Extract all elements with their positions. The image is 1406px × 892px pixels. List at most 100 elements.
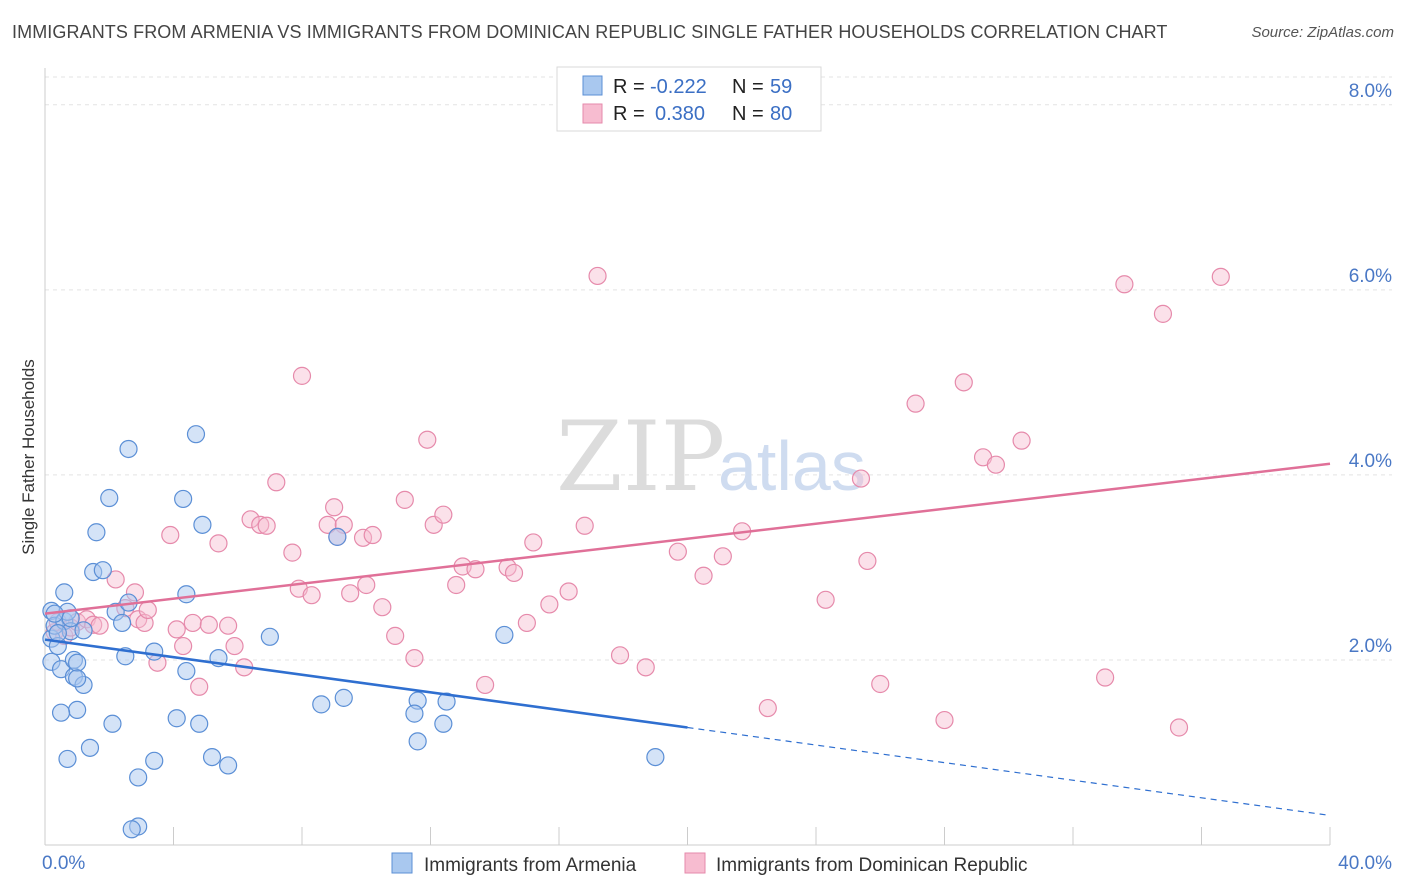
dominican-point: [373, 598, 392, 617]
armenia-point: [177, 585, 196, 604]
trend-lines: [44, 462, 1331, 816]
dominican-point: [292, 366, 312, 385]
armenia-point: [193, 515, 212, 534]
dominican-point: [167, 620, 186, 639]
dominican-point: [1096, 668, 1115, 687]
dominican-point: [1211, 267, 1230, 286]
dominican-point: [858, 551, 877, 571]
dominican-point: [540, 595, 559, 614]
dominican-point: [504, 563, 524, 583]
dominican-point: [851, 469, 871, 488]
armenia-point: [177, 661, 196, 681]
armenia-point: [129, 768, 148, 787]
dominican-point: [986, 455, 1006, 474]
armenia-point: [646, 747, 665, 767]
dominican-point: [174, 636, 193, 656]
dominican-point: [395, 490, 414, 509]
armenia-point: [58, 749, 77, 769]
armenia-trend-line: [44, 638, 688, 729]
armenia-point: [174, 489, 193, 509]
dominican-point: [559, 582, 578, 601]
armenia-point: [328, 527, 347, 546]
dominican-point: [267, 473, 286, 492]
dominican-point: [405, 648, 424, 668]
source-label: Source: ZipAtlas.com: [1251, 24, 1394, 41]
dominican-point: [434, 505, 453, 524]
armenia-r-label: R =: [613, 76, 645, 98]
armenia-point: [93, 561, 112, 580]
armenia-point: [103, 714, 122, 733]
watermark: ZIP atlas: [556, 401, 866, 513]
dominican-point: [694, 566, 713, 585]
armenia-point: [260, 627, 279, 646]
dominican-point: [183, 613, 202, 633]
armenia-point: [408, 732, 427, 751]
dominican-n-label: N =: [732, 103, 764, 125]
y-axis-title-group: Single Father Households: [19, 359, 38, 555]
dominican-point: [418, 430, 437, 449]
dominican-point: [199, 615, 218, 634]
armenia-point: [190, 714, 209, 733]
grid-lines: 2.0% 4.0% 6.0% 8.0%: [45, 76, 1392, 661]
armenia-points: [42, 425, 665, 839]
dominican-point: [225, 636, 244, 656]
armenia-point: [167, 709, 186, 728]
dominican-bottom-label: Immigrants from Dominican Republic: [716, 855, 1028, 876]
armenia-point: [112, 613, 132, 633]
armenia-point: [48, 624, 67, 643]
dominican-point: [106, 570, 125, 589]
y-tick-label: 6.0%: [1349, 266, 1392, 287]
dominican-point: [1115, 275, 1134, 294]
armenia-point: [119, 439, 138, 459]
armenia-point: [122, 820, 141, 839]
armenia-point: [186, 425, 206, 444]
armenia-point: [68, 653, 87, 672]
dominican-point: [935, 710, 954, 730]
armenia-point: [100, 488, 119, 508]
dominican-point: [241, 510, 260, 529]
armenia-point: [145, 642, 164, 661]
dominican-point: [1153, 304, 1173, 323]
dominican-point: [341, 584, 360, 603]
dominican-point: [575, 516, 594, 535]
armenia-n-value: 59: [770, 76, 792, 98]
dominican-point: [636, 658, 655, 677]
armenia-point: [434, 714, 453, 733]
dominican-point: [283, 543, 302, 562]
dominican-point: [257, 516, 276, 535]
armenia-point: [202, 747, 222, 767]
watermark-atlas: atlas: [718, 427, 866, 505]
dominican-point: [363, 525, 382, 545]
axes: 0.0% 40.0%: [42, 68, 1392, 874]
armenia-point: [219, 756, 238, 775]
armenia-point: [405, 704, 424, 723]
y-axis-title: Single Father Households: [19, 359, 38, 555]
armenia-point: [55, 583, 74, 602]
dominican-bottom-swatch: [684, 852, 706, 874]
armenia-point: [437, 692, 456, 711]
armenia-point: [495, 625, 514, 645]
dominican-point: [1169, 718, 1189, 737]
stats-legend: R = -0.222 N = 59 R = 0.380 N = 80: [556, 66, 822, 132]
armenia-legend-swatch: [582, 75, 603, 96]
dominican-point: [318, 515, 337, 534]
dominican-legend-swatch: [582, 103, 603, 124]
x-tick-label: 40.0%: [1338, 853, 1392, 874]
dominican-r-label: R =: [613, 103, 645, 125]
dominican-points: [45, 266, 1230, 737]
dominican-point: [302, 586, 321, 605]
armenia-n-label: N =: [732, 76, 764, 98]
dominican-point: [517, 613, 536, 633]
dominican-point: [871, 674, 890, 694]
bottom-legend: Immigrants from Armenia Immigrants from …: [391, 852, 1028, 876]
dominican-point: [161, 525, 180, 545]
dominican-point: [954, 373, 973, 392]
dominican-point: [447, 575, 466, 595]
dominican-point: [588, 266, 607, 286]
dominican-point: [325, 498, 344, 517]
armenia-point: [68, 700, 87, 720]
dominican-point: [138, 600, 157, 620]
dominican-point: [906, 394, 925, 413]
armenia-r-value: -0.222: [650, 76, 707, 98]
